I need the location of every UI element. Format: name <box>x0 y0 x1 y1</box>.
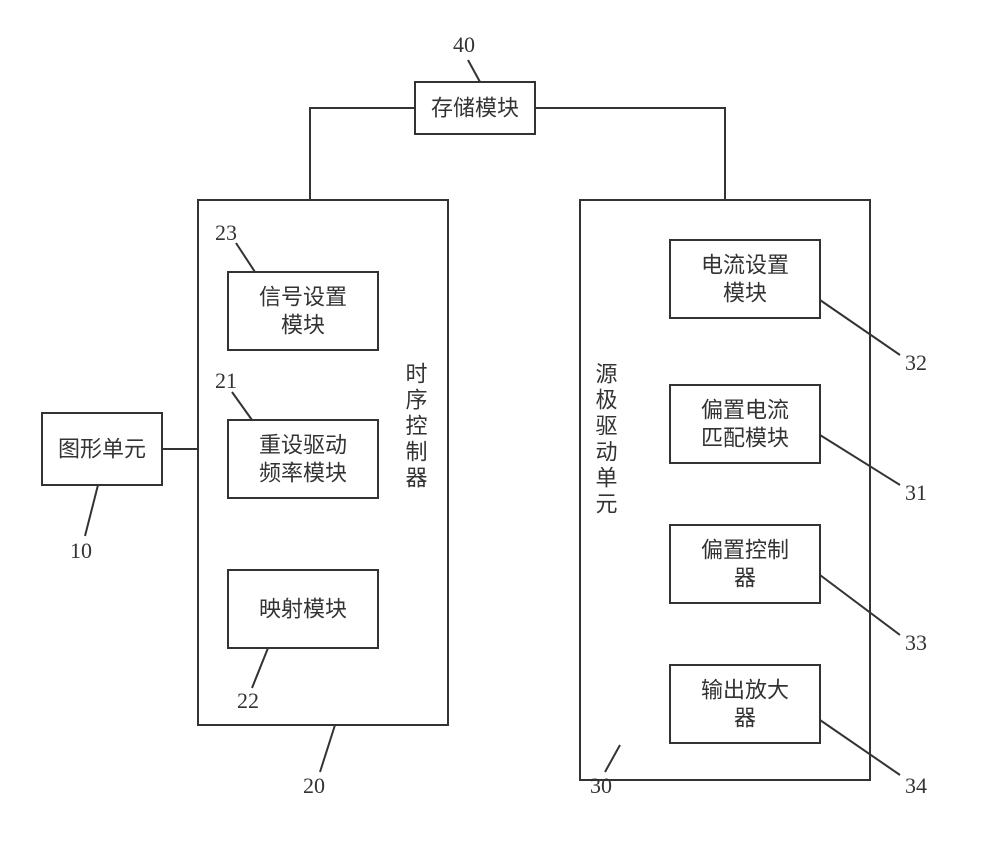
svg-text:信号设置: 信号设置 <box>259 285 347 310</box>
svg-text:匹配模块: 匹配模块 <box>701 426 789 451</box>
svg-text:21: 21 <box>215 368 237 393</box>
svg-text:电流设置: 电流设置 <box>701 253 789 278</box>
svg-text:图形单元: 图形单元 <box>58 437 146 462</box>
svg-text:偏置控制: 偏置控制 <box>701 538 789 563</box>
svg-text:存储模块: 存储模块 <box>431 96 519 121</box>
svg-text:时序控制器: 时序控制器 <box>403 362 428 492</box>
svg-text:模块: 模块 <box>281 313 325 338</box>
svg-text:偏置电流: 偏置电流 <box>701 398 789 423</box>
block-diagram: 存储模块图形单元时序控制器信号设置模块重设驱动频率模块映射模块源极驱动单元电流设… <box>0 0 1000 863</box>
svg-text:23: 23 <box>215 220 237 245</box>
svg-text:重设驱动: 重设驱动 <box>259 433 347 458</box>
svg-text:34: 34 <box>905 773 927 798</box>
svg-text:源极驱动单元: 源极驱动单元 <box>593 362 618 518</box>
svg-text:32: 32 <box>905 350 927 375</box>
svg-text:频率模块: 频率模块 <box>259 461 347 486</box>
svg-text:30: 30 <box>590 773 612 798</box>
svg-text:33: 33 <box>905 630 927 655</box>
svg-text:模块: 模块 <box>723 281 767 306</box>
svg-text:31: 31 <box>905 480 927 505</box>
svg-text:22: 22 <box>237 688 259 713</box>
svg-text:器: 器 <box>734 566 756 591</box>
svg-text:映射模块: 映射模块 <box>259 597 347 622</box>
svg-text:20: 20 <box>303 773 325 798</box>
svg-text:10: 10 <box>70 538 92 563</box>
svg-text:输出放大: 输出放大 <box>701 678 789 703</box>
blocks: 存储模块图形单元时序控制器信号设置模块重设驱动频率模块映射模块源极驱动单元电流设… <box>42 82 870 780</box>
svg-text:器: 器 <box>734 706 756 731</box>
svg-text:40: 40 <box>453 32 475 57</box>
